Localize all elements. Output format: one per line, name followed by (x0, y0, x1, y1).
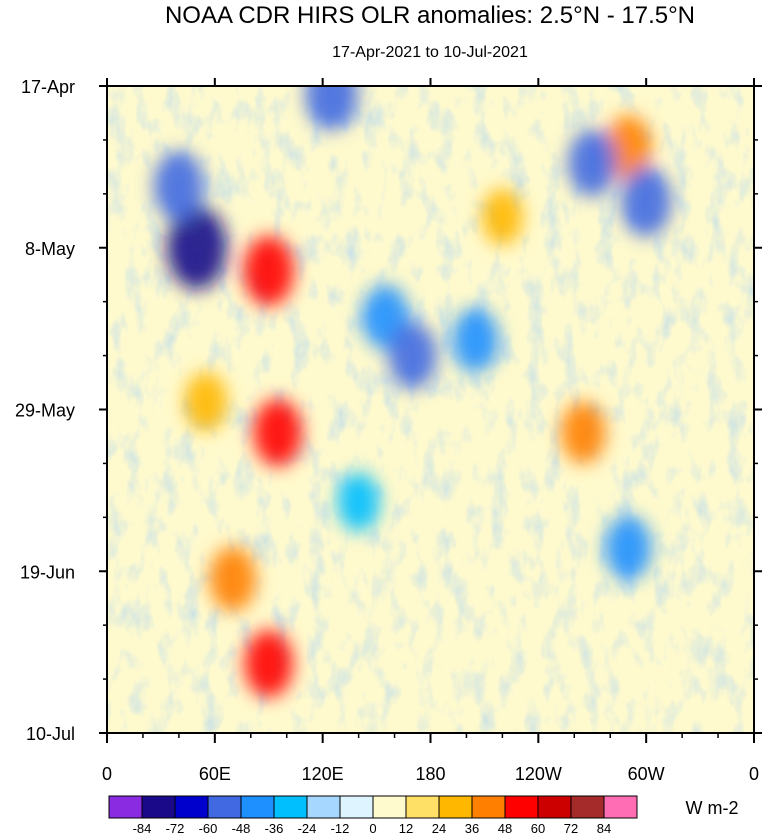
x-tick-label: 60E (199, 764, 231, 784)
colorbar-swatch (141, 795, 176, 819)
colorbar-swatch (471, 795, 506, 819)
y-tick-label: 29-May (15, 401, 75, 421)
negative-anomaly (620, 166, 672, 237)
x-axis: 0 60E 120E 180 120W 60W 0 (102, 78, 759, 784)
negative-anomaly (388, 321, 437, 390)
negative-anomaly (337, 472, 380, 532)
anomaly-features (153, 86, 672, 698)
x-tick-label: 180 (415, 764, 445, 784)
positive-anomaly (243, 235, 295, 306)
x-tick-label: 0 (102, 764, 112, 784)
colorbar-label: -84 (133, 821, 152, 834)
colorbar-swatch (240, 795, 275, 819)
positive-anomaly (184, 372, 228, 432)
negative-anomaly (604, 515, 652, 581)
colorbar-label: -12 (331, 821, 350, 834)
x-tick-label: 120W (515, 764, 562, 784)
positive-anomaly (253, 398, 303, 467)
negative-anomaly (166, 205, 228, 290)
colorbar-swatch (603, 795, 638, 819)
x-tick-label: 120E (302, 764, 344, 784)
colorbar-swatch (504, 795, 539, 819)
y-tick-label: 8-May (25, 239, 75, 259)
x-tick-label: 60W (628, 764, 665, 784)
colorbar-swatch (372, 795, 407, 819)
positive-anomaly (244, 629, 294, 698)
plot-area (107, 86, 754, 733)
colorbar-label: -60 (199, 821, 218, 834)
colorbar-swatch (273, 795, 308, 819)
positive-anomaly (482, 188, 523, 246)
colorbar-swatch (207, 795, 242, 819)
colorbar-units: W m-2 (686, 798, 739, 818)
colorbar-label: 24 (432, 821, 446, 834)
colorbar-label: 0 (369, 821, 376, 834)
y-tick-label: 19-Jun (20, 562, 75, 582)
colorbar-label: -24 (298, 821, 317, 834)
colorbar-swatch (108, 795, 143, 819)
negative-anomaly (153, 151, 205, 222)
colorbar-label: -36 (265, 821, 284, 834)
chart-title: NOAA CDR HIRS OLR anomalies: 2.5°N - 17.… (165, 2, 695, 29)
y-axis: 17-Apr 8-May 29-May 19-Jun 10-Jul (15, 77, 762, 744)
colorbar-label: 36 (465, 821, 479, 834)
colorbar-swatch (438, 795, 473, 819)
negative-anomaly (567, 129, 617, 197)
negative-anomaly (452, 307, 499, 373)
colorbar-label: 84 (597, 821, 611, 834)
y-tick-label: 17-Apr (21, 77, 75, 97)
colorbar-swatch (174, 795, 209, 819)
colorbar-label: -48 (232, 821, 251, 834)
negative-anomaly (305, 86, 358, 131)
positive-anomaly (209, 546, 257, 612)
chart-subtitle: 17-Apr-2021 to 10-Jul-2021 (332, 44, 528, 61)
colorbar-swatch (339, 795, 374, 819)
positive-anomaly (560, 401, 606, 464)
colorbar-swatch (306, 795, 341, 819)
colorbar: -84 -72 -60 -48 -36 -24 -12 0 12 24 36 48 60 72 84 (108, 795, 638, 834)
colorbar-label: 12 (399, 821, 413, 834)
colorbar-swatch (405, 795, 440, 819)
y-tick-label: 10-Jul (26, 724, 75, 744)
colorbar-swatch (570, 795, 605, 819)
colorbar-swatch (537, 795, 572, 819)
colorbar-label: 48 (498, 821, 512, 834)
colorbar-label: -72 (166, 821, 185, 834)
colorbar-label: 60 (531, 821, 545, 834)
colorbar-label: 72 (564, 821, 578, 834)
x-tick-label: 0 (749, 764, 759, 784)
